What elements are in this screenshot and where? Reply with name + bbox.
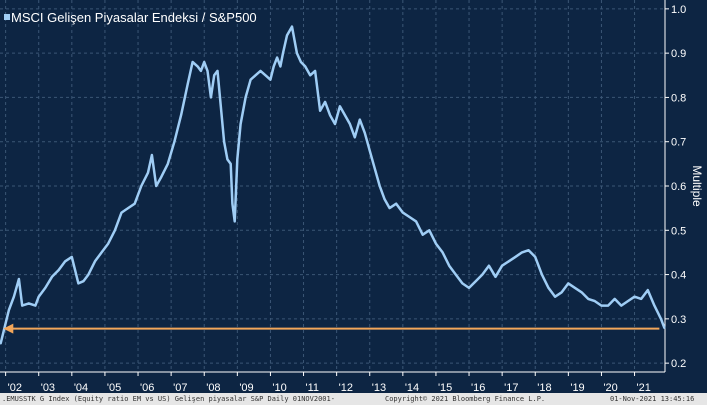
x-tick-label: '15 xyxy=(438,382,452,393)
x-tick-label: '08 xyxy=(206,382,220,393)
x-tick-label: '14 xyxy=(405,382,419,393)
chart-background xyxy=(0,0,707,393)
footer-timestamp: 01-Nov-2021 13:45:16 xyxy=(610,395,695,403)
x-tick-label: '11 xyxy=(306,382,320,393)
x-tick-label: '18 xyxy=(537,382,551,393)
chart: 0.2 0.3 0.4 0.5 0.6 0.7 0.8 0.9 1.0 '02 '03 '04 '05… xyxy=(0,0,707,393)
y-tick-label: 0.2 xyxy=(671,358,686,370)
legend-swatch xyxy=(4,14,10,20)
y-tick-label: 0.6 xyxy=(671,181,686,193)
chart-title: MSCI Gelişen Piyasalar Endeksi / S&P500 xyxy=(11,10,257,25)
x-tick-label: '03 xyxy=(41,382,55,393)
annotation-layer xyxy=(3,323,660,334)
x-tick-label: '04 xyxy=(74,382,88,393)
x-axis-ticks: '02 '03 '04 '05 '06 '07 '08 '09 '10 '11 '12 '13 '14 '… xyxy=(5,372,651,393)
y-axis-ticks: 0.2 0.3 0.4 0.5 0.6 0.7 0.8 0.9 1.0 xyxy=(665,4,686,370)
x-tick-label: '21 xyxy=(637,382,651,393)
x-tick-label: '12 xyxy=(339,382,353,393)
x-tick-label: '13 xyxy=(372,382,386,393)
x-tick-label: '02 xyxy=(8,382,22,393)
x-tick-label: '16 xyxy=(471,382,485,393)
series-layer xyxy=(0,25,666,345)
y-tick-label: 1.0 xyxy=(671,4,686,16)
y-tick-label: 0.3 xyxy=(671,314,686,326)
x-tick-label: '17 xyxy=(504,382,518,393)
x-tick-label: '06 xyxy=(140,382,154,393)
x-tick-label: '07 xyxy=(173,382,187,393)
y-tick-label: 0.8 xyxy=(671,92,686,104)
y-tick-label: 0.7 xyxy=(671,137,686,149)
x-tick-label: '09 xyxy=(239,382,253,393)
series-line xyxy=(0,25,666,345)
x-tick-label: '19 xyxy=(570,382,584,393)
annotation-arrow-head xyxy=(3,323,14,334)
footer-bar: .EMUSSTK G Index (Equity ratio EM vs US)… xyxy=(0,393,707,405)
y-tick-label: 0.9 xyxy=(671,48,686,60)
footer-source: .EMUSSTK G Index (Equity ratio EM vs US)… xyxy=(2,395,335,403)
y-tick-label: 0.4 xyxy=(671,270,686,282)
y-tick-label: 0.5 xyxy=(671,225,686,237)
x-tick-label: '20 xyxy=(603,382,617,393)
footer-copyright: Copyright© 2021 Bloomberg Finance L.P. xyxy=(385,395,546,403)
y-axis-label: Multiple xyxy=(690,165,704,207)
gridlines xyxy=(0,0,665,372)
x-tick-label: '10 xyxy=(272,382,286,393)
x-tick-label: '05 xyxy=(107,382,121,393)
